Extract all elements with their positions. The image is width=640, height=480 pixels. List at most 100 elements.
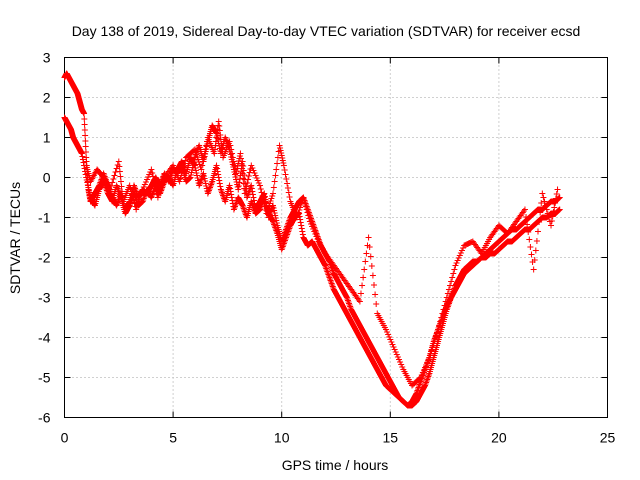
data-point xyxy=(217,136,224,143)
data-point xyxy=(360,274,367,281)
data-point xyxy=(280,162,287,169)
data-point xyxy=(150,173,157,180)
data-point xyxy=(79,153,86,160)
data-point xyxy=(541,198,548,205)
data-point xyxy=(227,188,234,195)
data-point xyxy=(261,200,268,206)
data-point xyxy=(362,258,369,265)
data-point xyxy=(444,290,451,297)
data-point xyxy=(299,228,306,235)
data-point xyxy=(215,171,222,178)
data-point xyxy=(226,182,233,189)
data-point xyxy=(416,375,423,382)
data-point xyxy=(215,118,222,125)
data-point xyxy=(303,206,310,213)
data-point xyxy=(301,197,308,204)
data-point xyxy=(217,132,224,138)
data-point xyxy=(216,127,223,134)
data-point xyxy=(248,182,255,189)
data-point xyxy=(244,180,251,186)
x-tick-label: 15 xyxy=(383,430,399,446)
data-point xyxy=(148,166,155,173)
data-point xyxy=(257,186,264,192)
data-point xyxy=(81,116,88,122)
data-point xyxy=(199,162,206,169)
data-point xyxy=(129,194,136,201)
data-point xyxy=(306,215,313,222)
data-point xyxy=(226,138,233,145)
data-point xyxy=(82,132,89,139)
data-point xyxy=(284,180,291,187)
data-point xyxy=(371,282,378,288)
data-point xyxy=(108,183,115,189)
data-point xyxy=(230,158,237,165)
data-point xyxy=(435,326,442,333)
data-point xyxy=(363,250,370,257)
data-point xyxy=(212,142,219,149)
data-point xyxy=(356,298,363,305)
data-point xyxy=(532,247,539,254)
data-point xyxy=(365,234,372,241)
data-point xyxy=(540,194,547,201)
data-point xyxy=(81,127,88,133)
x-tick-label: 0 xyxy=(61,430,69,446)
data-point xyxy=(548,222,555,229)
data-point xyxy=(367,253,374,260)
y-tick-label: -1 xyxy=(38,210,51,226)
x-tick-label: 20 xyxy=(491,430,507,446)
series-track-c xyxy=(83,118,561,389)
data-point xyxy=(217,183,224,190)
x-axis-label: GPS time / hours xyxy=(282,457,389,473)
data-point xyxy=(449,274,456,281)
data-point xyxy=(368,263,375,269)
data-point xyxy=(241,190,248,197)
data-point xyxy=(201,150,208,157)
data-point xyxy=(271,178,278,185)
data-point xyxy=(299,231,306,238)
data-point xyxy=(544,210,551,217)
data-point xyxy=(545,214,552,221)
data-point xyxy=(228,194,235,201)
data-point xyxy=(242,187,249,193)
data-point xyxy=(298,222,305,229)
y-tick-label: -6 xyxy=(38,410,51,426)
data-point xyxy=(245,173,252,179)
data-point xyxy=(542,202,549,209)
data-point xyxy=(273,166,280,173)
data-point xyxy=(79,156,86,163)
data-point xyxy=(239,170,246,177)
data-point xyxy=(212,138,219,145)
data-point xyxy=(550,209,557,215)
data-point xyxy=(359,282,366,289)
data-point xyxy=(357,290,364,297)
data-point xyxy=(115,158,122,165)
y-axis-label: SDTVAR / TECUs xyxy=(7,182,23,294)
data-point xyxy=(117,173,124,180)
data-point xyxy=(256,182,263,189)
data-point xyxy=(432,333,439,340)
data-point xyxy=(211,150,218,157)
data-point xyxy=(116,163,123,170)
data-point xyxy=(82,138,89,144)
data-point xyxy=(284,185,291,191)
data-point xyxy=(82,143,89,150)
data-point xyxy=(548,218,555,224)
data-point xyxy=(235,183,242,189)
data-point xyxy=(258,189,265,196)
data-point xyxy=(179,169,186,176)
data-point xyxy=(151,180,158,187)
data-point xyxy=(198,166,205,173)
y-tick-label: -4 xyxy=(38,330,51,346)
y-tick-label: -3 xyxy=(38,290,51,306)
data-point xyxy=(366,244,373,250)
data-point xyxy=(429,344,436,350)
data-point xyxy=(274,160,281,167)
data-point xyxy=(427,351,434,357)
data-point xyxy=(431,337,438,343)
data-point xyxy=(248,185,255,192)
data-point xyxy=(81,110,88,117)
data-point xyxy=(552,200,559,206)
data-point xyxy=(229,150,236,157)
data-point xyxy=(215,174,222,181)
data-point xyxy=(527,244,534,250)
